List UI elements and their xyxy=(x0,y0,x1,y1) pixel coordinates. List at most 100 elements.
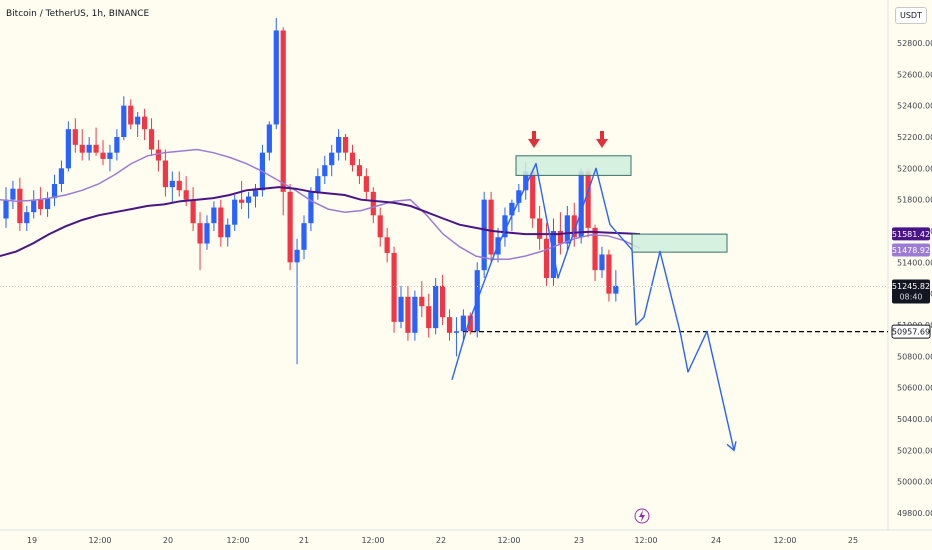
candle xyxy=(336,129,342,161)
candle xyxy=(446,309,453,341)
candle-body xyxy=(543,238,550,278)
x-tick-label: 24 xyxy=(711,536,721,545)
candle xyxy=(225,218,231,247)
x-tick-label: 20 xyxy=(163,536,173,545)
axis-lines xyxy=(0,0,932,531)
price-tag-fast-ma: 51478.92 xyxy=(892,243,930,257)
candle-body xyxy=(516,190,522,203)
candles-group xyxy=(3,17,619,365)
projection-arrowhead xyxy=(726,441,737,452)
candle xyxy=(426,293,432,338)
candle xyxy=(155,140,162,172)
candle xyxy=(439,274,446,325)
y-tick-label: 52200.00 xyxy=(897,133,932,142)
moving-average-lines xyxy=(0,148,641,260)
candle xyxy=(412,290,418,341)
candle xyxy=(356,158,363,184)
candle xyxy=(17,177,23,231)
candle-body xyxy=(128,105,134,125)
candle xyxy=(342,133,349,161)
candle xyxy=(294,238,300,365)
candle xyxy=(128,99,134,130)
candle-body xyxy=(613,285,619,294)
supply-zone[interactable] xyxy=(631,233,728,253)
candle-body xyxy=(100,152,106,159)
drawings-group[interactable] xyxy=(0,131,888,524)
candle xyxy=(405,285,411,341)
candle xyxy=(190,187,196,231)
candle xyxy=(245,191,252,219)
price-tag-countdown: 08:40 xyxy=(899,292,922,301)
candle-body xyxy=(252,190,259,197)
candle xyxy=(176,171,182,197)
candle xyxy=(239,180,245,210)
candle-body xyxy=(557,231,563,244)
candle xyxy=(142,108,148,141)
candle-body xyxy=(308,191,314,224)
y-tick-label: 51400.00 xyxy=(897,258,932,267)
x-tick-label: 12:00 xyxy=(361,536,384,545)
supply-zone[interactable] xyxy=(515,155,632,176)
candle-body xyxy=(398,296,404,322)
candle xyxy=(204,215,210,250)
x-tick-label: 25 xyxy=(848,536,858,545)
candle xyxy=(370,187,376,224)
candle-body xyxy=(280,30,286,192)
candle xyxy=(433,278,439,335)
candle xyxy=(58,160,65,192)
y-tick-label: 52600.00 xyxy=(897,70,932,79)
candle xyxy=(72,118,78,153)
candle xyxy=(31,190,37,219)
candle xyxy=(564,205,570,250)
candle-body xyxy=(599,254,605,271)
candle-body xyxy=(142,116,148,130)
x-tick-label: 12:00 xyxy=(773,536,796,545)
candle xyxy=(121,96,127,141)
candle xyxy=(578,168,584,244)
candle xyxy=(606,249,612,302)
candle-body xyxy=(211,207,217,224)
candle-body xyxy=(121,105,127,137)
candle xyxy=(398,285,404,329)
candle xyxy=(322,155,328,184)
candle-body xyxy=(384,237,390,253)
ma-fast-line xyxy=(0,148,641,260)
candle-body xyxy=(391,252,397,322)
candle-body xyxy=(606,254,612,294)
candle-body xyxy=(502,215,508,238)
candle xyxy=(273,17,279,130)
down-arrow-marker[interactable] xyxy=(528,131,540,148)
candle xyxy=(148,118,155,156)
candle-body xyxy=(592,227,598,271)
candle xyxy=(232,194,238,231)
candle xyxy=(86,137,92,161)
currency-selector[interactable]: USDT xyxy=(895,7,927,24)
down-arrow-marker[interactable] xyxy=(596,131,608,148)
candle xyxy=(211,201,217,231)
candle xyxy=(79,129,85,161)
candle-body xyxy=(135,116,141,125)
ma-slow-line xyxy=(0,186,641,258)
candle xyxy=(135,111,141,137)
lightning-icon[interactable] xyxy=(634,508,650,524)
price-tag-label: 51478.92 xyxy=(892,246,930,255)
candle-body xyxy=(176,180,182,191)
candle xyxy=(481,191,487,278)
projection-path[interactable] xyxy=(451,162,735,451)
candle-body xyxy=(488,199,494,255)
candle xyxy=(218,199,224,247)
symbol-title[interactable]: Bitcoin / TetherUS, 1h, BINANCE xyxy=(6,9,150,19)
price-tag-horizontal-line: 50957.69 xyxy=(891,324,931,339)
candle xyxy=(24,205,30,231)
candle xyxy=(363,168,369,200)
candle xyxy=(537,205,543,250)
candle xyxy=(287,184,293,271)
candle xyxy=(599,246,605,278)
price-tag-box xyxy=(891,324,931,339)
candle-body xyxy=(44,198,51,210)
candle-body xyxy=(3,199,9,219)
y-tick-label: 50600.00 xyxy=(897,384,932,393)
